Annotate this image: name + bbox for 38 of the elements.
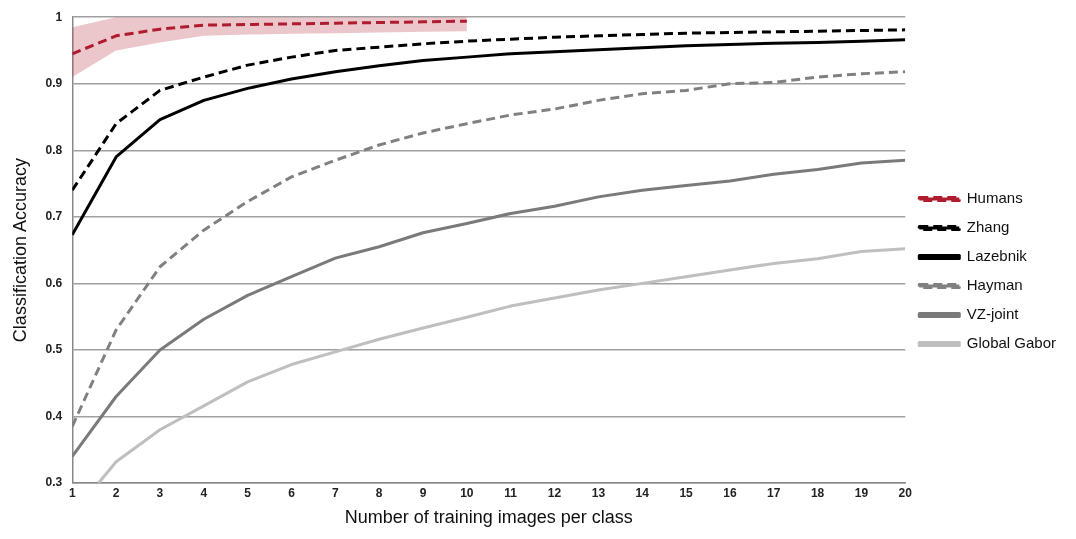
x-axis-title: Number of training images per class — [344, 507, 633, 528]
x-tick-label: 4 — [200, 485, 208, 500]
x-tick-label: 20 — [898, 485, 913, 500]
y-tick-label: 0.4 — [45, 408, 63, 423]
x-tick-label: 6 — [288, 485, 296, 500]
x-tick-label: 7 — [331, 485, 339, 500]
x-tick-label: 11 — [504, 485, 518, 500]
y-tick-label: 0.3 — [45, 475, 63, 490]
y-tick-label: 0.6 — [45, 275, 63, 290]
y-tick-label: 0.7 — [45, 209, 63, 224]
y-tick-label: 1 — [55, 9, 63, 24]
x-tick-label: 2 — [112, 485, 120, 500]
x-tick-label: 10 — [460, 485, 474, 500]
x-tick-label: 17 — [767, 485, 781, 500]
legend-label: Zhang — [966, 218, 1010, 236]
x-tick-label: 16 — [723, 485, 737, 500]
x-tick-label: 13 — [591, 485, 606, 500]
legend-label: Humans — [966, 189, 1023, 207]
x-tick-label: 9 — [419, 485, 427, 500]
legend-label: VZ-joint — [966, 305, 1020, 323]
x-tick-label: 12 — [547, 485, 562, 500]
legend-label: Global Gabor — [966, 334, 1056, 352]
x-tick-label: 8 — [375, 485, 383, 500]
line-series — [72, 28, 906, 192]
y-tick-label: 0.9 — [45, 76, 63, 91]
x-tick-label: 15 — [679, 485, 694, 500]
y-tick-label: 0.5 — [45, 342, 63, 357]
x-tick-label: 19 — [854, 485, 869, 500]
x-tick-label: 5 — [244, 485, 252, 500]
y-tick-label: 0.8 — [45, 142, 63, 157]
legend-label: Lazebnik — [966, 247, 1028, 265]
x-tick-label: 3 — [156, 485, 164, 500]
legend-label: Hayman — [966, 276, 1023, 294]
x-tick-label: 14 — [635, 485, 650, 500]
line-series — [72, 19, 469, 56]
x-tick-label: 1 — [68, 485, 76, 500]
x-tick-label: 18 — [810, 485, 825, 500]
y-axis-title: Classification Accuracy — [9, 158, 30, 343]
